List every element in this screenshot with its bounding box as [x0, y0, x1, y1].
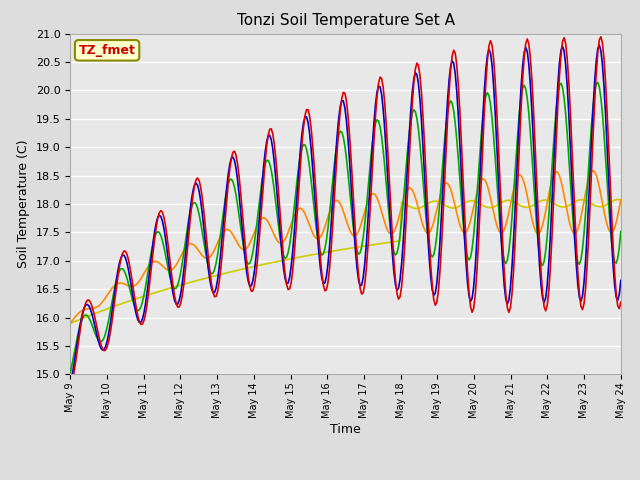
Text: TZ_fmet: TZ_fmet	[79, 44, 136, 57]
8cm	[249, 250, 257, 255]
Line: 8cm: 8cm	[70, 83, 621, 372]
8cm	[258, 178, 266, 183]
16cm	[230, 235, 238, 240]
32cm	[307, 252, 315, 258]
2cm	[258, 198, 266, 204]
4cm	[307, 146, 315, 152]
2cm	[307, 125, 315, 131]
16cm	[249, 233, 257, 239]
4cm	[134, 317, 141, 323]
4cm	[249, 278, 257, 284]
16cm	[67, 320, 74, 326]
32cm	[617, 197, 625, 203]
8cm	[67, 369, 74, 375]
8cm	[617, 228, 625, 234]
8cm	[134, 308, 141, 313]
16cm	[307, 227, 315, 232]
16cm	[586, 171, 594, 177]
32cm	[258, 262, 266, 268]
16cm	[258, 216, 266, 221]
2cm	[67, 387, 74, 393]
2cm	[586, 201, 594, 206]
4cm	[67, 381, 74, 386]
8cm	[230, 184, 238, 190]
32cm	[230, 268, 238, 274]
2cm	[249, 288, 257, 294]
8cm	[594, 80, 602, 85]
16cm	[617, 197, 625, 203]
4cm	[595, 42, 603, 48]
32cm	[586, 200, 594, 206]
32cm	[614, 197, 621, 203]
Line: 4cm: 4cm	[70, 45, 621, 384]
2cm	[230, 148, 238, 154]
2cm	[617, 299, 625, 305]
2cm	[134, 313, 141, 319]
16cm	[134, 280, 141, 286]
8cm	[586, 141, 594, 147]
2cm	[597, 34, 605, 40]
4cm	[617, 277, 625, 283]
32cm	[249, 264, 257, 270]
4cm	[586, 167, 594, 173]
Line: 16cm: 16cm	[70, 171, 621, 323]
4cm	[230, 157, 238, 163]
Line: 2cm: 2cm	[70, 37, 621, 390]
32cm	[67, 321, 74, 326]
16cm	[589, 168, 597, 174]
4cm	[258, 181, 266, 187]
X-axis label: Time: Time	[330, 423, 361, 436]
8cm	[307, 177, 315, 183]
32cm	[134, 295, 141, 301]
Y-axis label: Soil Temperature (C): Soil Temperature (C)	[17, 140, 30, 268]
Line: 32cm: 32cm	[70, 200, 621, 324]
Title: Tonzi Soil Temperature Set A: Tonzi Soil Temperature Set A	[237, 13, 454, 28]
